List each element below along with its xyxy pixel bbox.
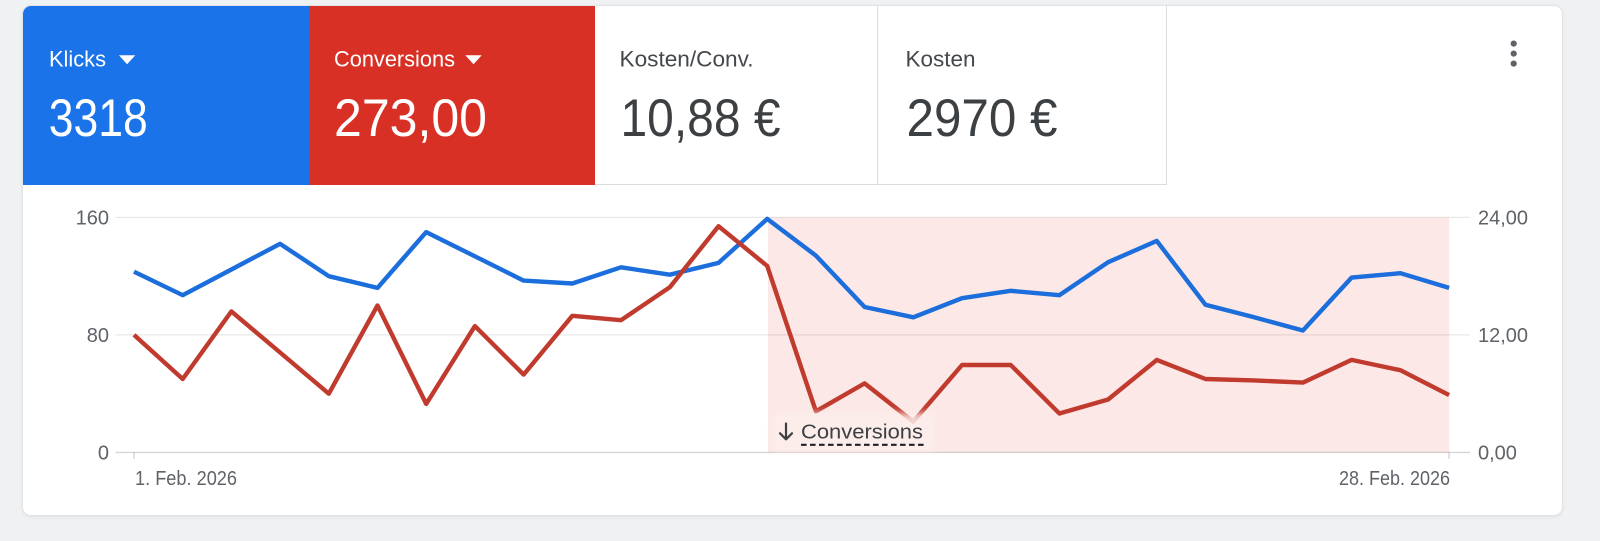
- svg-text:10,88 €: 10,88 €: [621, 89, 781, 148]
- svg-text:24,00: 24,00: [1478, 207, 1528, 229]
- svg-text:160: 160: [76, 207, 109, 229]
- svg-text:Conversions: Conversions: [334, 47, 455, 72]
- svg-text:2970 €: 2970 €: [907, 89, 1058, 148]
- svg-text:Kosten/Conv.: Kosten/Conv.: [620, 47, 754, 72]
- svg-text:0,00: 0,00: [1478, 442, 1517, 464]
- svg-text:1. Feb. 2026: 1. Feb. 2026: [135, 468, 237, 490]
- svg-text:273,00: 273,00: [334, 89, 487, 148]
- svg-text:28. Feb. 2026: 28. Feb. 2026: [1339, 468, 1450, 490]
- svg-text:Klicks: Klicks: [49, 47, 106, 72]
- svg-text:80: 80: [87, 325, 109, 347]
- svg-text:12,00: 12,00: [1478, 325, 1528, 347]
- svg-text:0: 0: [98, 442, 109, 464]
- svg-text:3318: 3318: [49, 89, 148, 148]
- svg-text:Kosten: Kosten: [906, 47, 976, 72]
- svg-text:Conversions: Conversions: [801, 421, 923, 444]
